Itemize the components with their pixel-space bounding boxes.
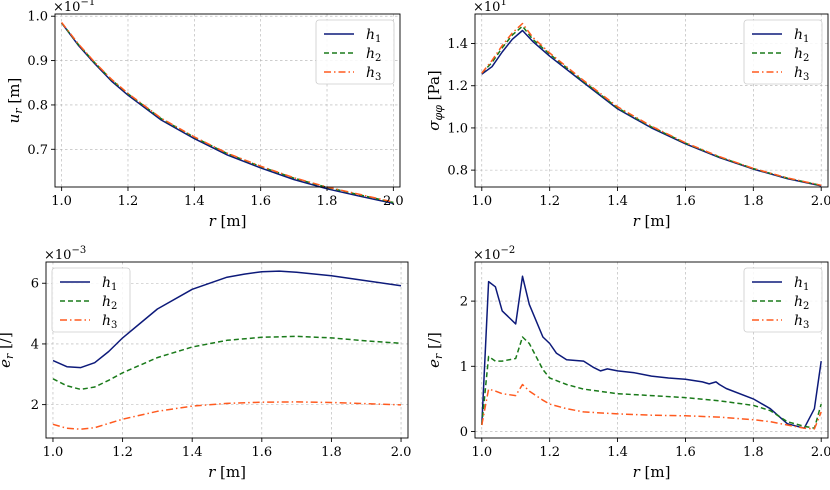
x-tick-label: 1.2 — [539, 445, 560, 460]
series-line-h3 — [52, 401, 402, 430]
x-axis-label: r [m] — [633, 463, 671, 481]
x-tick-label: 1.8 — [743, 194, 764, 209]
x-tick-label: 1.6 — [675, 445, 696, 460]
series-line-h1 — [481, 275, 822, 429]
series-line-h3 — [481, 383, 822, 430]
x-tick-label: 2.0 — [383, 194, 404, 209]
x-tick-label: 1.2 — [118, 194, 139, 209]
y-tick-label: 1.0 — [27, 10, 48, 25]
x-tick-label: 1.6 — [250, 194, 271, 209]
x-tick-label: 1.2 — [112, 445, 133, 460]
legend-box — [743, 267, 823, 333]
axis-multiplier: ×101 — [473, 0, 507, 15]
x-tick-label: 1.4 — [607, 194, 628, 209]
x-tick-label: 1.6 — [675, 194, 696, 209]
legend-label-h1: h1 — [794, 27, 809, 45]
y-tick-label: 1 — [460, 360, 468, 375]
y-tick-label: 1.0 — [447, 121, 468, 136]
y-axis-label: er [/] — [425, 332, 445, 368]
legend-box — [743, 19, 823, 85]
legend-label-h1: h1 — [102, 275, 117, 293]
x-tick-label: 1.0 — [471, 445, 492, 460]
legend-label-h2: h2 — [794, 294, 809, 312]
x-tick-label: 2.0 — [811, 194, 830, 209]
legend-label-h1: h1 — [794, 275, 809, 293]
legend-label-h3: h3 — [366, 65, 381, 83]
x-tick-label: 1.0 — [43, 445, 64, 460]
x-tick-label: 1.8 — [317, 194, 338, 209]
legend-label-h1: h1 — [366, 27, 381, 45]
y-tick-label: 0.9 — [27, 54, 48, 69]
legend-label-h3: h3 — [102, 313, 117, 331]
y-axis-label: er [/] — [0, 332, 16, 368]
axes-frame — [474, 13, 829, 188]
x-tick-label: 1.4 — [607, 445, 628, 460]
y-tick-label: 1.2 — [447, 79, 468, 94]
legend-label-h3: h3 — [794, 313, 809, 331]
y-tick-label: 2 — [460, 295, 468, 310]
axes-frame — [474, 261, 829, 439]
y-tick-label: 0.7 — [27, 143, 48, 158]
y-tick-label: 0.8 — [447, 164, 468, 179]
x-tick-label: 1.8 — [321, 445, 342, 460]
series-line-h2 — [481, 25, 822, 187]
x-axis-label: r [m] — [633, 212, 671, 230]
y-axis-label: σφφ [Pa] — [425, 70, 445, 131]
y-axis-label: ur [m] — [5, 78, 25, 124]
legend-label-h2: h2 — [794, 46, 809, 64]
y-tick-label: 4 — [31, 337, 39, 352]
y-tick-label: 1.4 — [447, 37, 468, 52]
chart-ur: 1.0 1.2 1.4 1.6 1.8 2.0 0.7 0.8 0.9 1.0 ×10−1 r [m]… — [5, 0, 404, 230]
series-line-h2 — [52, 335, 402, 391]
axis-multiplier: ×10−3 — [44, 245, 86, 263]
x-tick-label: 2.0 — [811, 445, 830, 460]
legend-box — [315, 19, 395, 85]
x-tick-label: 1.0 — [471, 194, 492, 209]
x-tick-label: 1.4 — [182, 445, 203, 460]
legend-box — [51, 267, 131, 333]
series-line-h1 — [481, 29, 822, 187]
series-line-h2 — [481, 336, 822, 429]
x-tick-label: 1.6 — [251, 445, 272, 460]
y-tick-label: 0 — [460, 425, 468, 440]
x-tick-label: 1.4 — [184, 194, 205, 209]
y-tick-label: 0.8 — [27, 98, 48, 113]
y-tick-label: 6 — [31, 277, 39, 292]
x-axis-label: r [m] — [208, 463, 246, 481]
axes-frame — [54, 13, 401, 188]
x-tick-label: 1.2 — [539, 194, 560, 209]
axis-multiplier: ×10−2 — [473, 245, 515, 263]
series-line-h3 — [481, 22, 822, 187]
x-tick-label: 2.0 — [391, 445, 412, 460]
axes-frame — [45, 261, 409, 439]
y-tick-label: 2 — [31, 398, 39, 413]
x-tick-label: 1.8 — [743, 445, 764, 460]
legend-label-h2: h2 — [366, 46, 381, 64]
legend-label-h3: h3 — [794, 65, 809, 83]
axis-multiplier: ×10−1 — [53, 0, 95, 15]
x-axis-label: r [m] — [209, 212, 247, 230]
series-line-h1 — [52, 270, 402, 369]
legend-label-h2: h2 — [102, 294, 117, 312]
x-tick-label: 1.0 — [51, 194, 72, 209]
